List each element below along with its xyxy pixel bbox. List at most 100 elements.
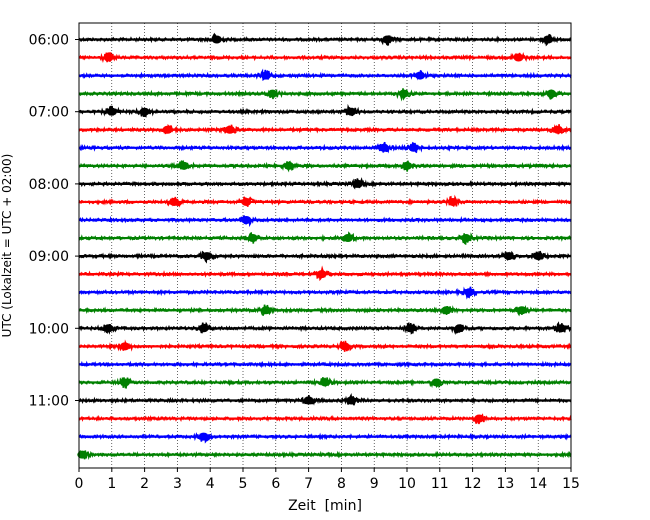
trace-event bbox=[247, 234, 258, 243]
trace-event bbox=[382, 35, 393, 44]
trace-event bbox=[139, 107, 150, 116]
trace-event bbox=[533, 252, 544, 261]
trace-row bbox=[78, 286, 572, 300]
y-tick-label: 10:00 bbox=[29, 321, 69, 337]
trace-event bbox=[516, 306, 527, 315]
trace-event bbox=[119, 378, 130, 387]
trace-event bbox=[241, 216, 252, 224]
x-tick-label: 5 bbox=[239, 476, 248, 492]
trace-row bbox=[78, 377, 572, 389]
trace-event bbox=[178, 161, 189, 170]
trace-row bbox=[78, 321, 572, 336]
trace-row bbox=[78, 123, 572, 135]
trace-row bbox=[78, 141, 572, 154]
x-axis-title: Zeit [min] bbox=[288, 498, 362, 514]
x-tick-label: 8 bbox=[337, 476, 346, 492]
trace-row bbox=[78, 393, 572, 406]
x-axis-ticks: 0 1 2 3 4 5 6 7 8 9 10 11 12 13 14 15 bbox=[75, 468, 580, 492]
trace-row bbox=[78, 413, 572, 425]
y-axis-title: UTC (Lokalzeit = UTC + 02:00) bbox=[0, 154, 14, 338]
y-tick-label: 08:00 bbox=[29, 177, 69, 193]
trace-event bbox=[543, 35, 554, 44]
trace-event bbox=[431, 378, 442, 387]
trace-event bbox=[320, 378, 330, 387]
trace-event bbox=[415, 71, 426, 80]
x-tick-label: 6 bbox=[271, 476, 280, 492]
trace-row bbox=[78, 32, 572, 47]
traces bbox=[77, 32, 572, 461]
trace-event bbox=[464, 288, 475, 297]
trace-event bbox=[513, 53, 524, 62]
y-tick-label: 07:00 bbox=[29, 105, 69, 121]
trace-row bbox=[78, 304, 572, 317]
x-tick-label: 3 bbox=[173, 476, 182, 492]
trace-event bbox=[198, 432, 209, 441]
trace-event bbox=[267, 89, 278, 98]
trace-row bbox=[77, 449, 572, 461]
trace-event bbox=[402, 161, 412, 170]
trace-event bbox=[316, 270, 327, 279]
trace-event bbox=[198, 324, 209, 333]
trace-row bbox=[78, 215, 572, 228]
x-tick-label: 15 bbox=[562, 476, 580, 492]
x-tick-label: 1 bbox=[107, 476, 116, 492]
trace-event bbox=[339, 342, 350, 351]
x-tick-label: 14 bbox=[529, 476, 547, 492]
x-gridlines bbox=[111, 23, 539, 468]
trace-event bbox=[241, 197, 252, 206]
x-tick-label: 11 bbox=[431, 476, 449, 492]
trace-event bbox=[346, 396, 357, 405]
x-tick-label: 4 bbox=[206, 476, 215, 492]
y-tick-label: 06:00 bbox=[29, 33, 69, 49]
trace-event bbox=[454, 324, 465, 333]
trace-event bbox=[342, 234, 353, 243]
trace-event bbox=[260, 306, 271, 315]
trace-event bbox=[408, 143, 419, 152]
trace-event bbox=[346, 107, 357, 116]
trace-event bbox=[546, 89, 557, 98]
trace-event bbox=[211, 35, 222, 44]
trace-row bbox=[78, 103, 572, 118]
x-tick-label: 10 bbox=[398, 476, 416, 492]
trace-event bbox=[260, 71, 271, 80]
trace-event bbox=[379, 143, 390, 152]
trace-event bbox=[552, 125, 563, 134]
trace-event bbox=[162, 125, 173, 134]
trace-event bbox=[169, 197, 180, 206]
trace-row bbox=[78, 432, 572, 444]
trace-event bbox=[283, 161, 294, 170]
trace-row bbox=[78, 159, 572, 173]
trace-row bbox=[78, 88, 572, 102]
trace-event bbox=[447, 197, 458, 206]
trace-row bbox=[78, 231, 572, 246]
trace-row bbox=[78, 339, 572, 352]
trace-row bbox=[78, 250, 572, 264]
trace-event bbox=[119, 342, 130, 351]
x-tick-label: 7 bbox=[304, 476, 313, 492]
trace-row bbox=[78, 177, 572, 190]
trace-event bbox=[77, 450, 88, 459]
x-tick-label: 2 bbox=[140, 476, 149, 492]
trace-row bbox=[78, 52, 572, 64]
trace-row bbox=[78, 360, 572, 369]
trace-event bbox=[398, 89, 409, 98]
trace-event bbox=[352, 179, 363, 188]
trace-event bbox=[103, 53, 114, 62]
trace-event bbox=[474, 414, 485, 423]
trace-row bbox=[78, 265, 572, 282]
trace-event bbox=[103, 324, 114, 333]
trace-event bbox=[556, 324, 567, 333]
trace-event bbox=[106, 107, 117, 116]
x-tick-label: 0 bbox=[75, 476, 84, 492]
y-tick-label: 11:00 bbox=[29, 394, 69, 410]
y-axis-ticks: 06:00 07:00 08:00 09:00 10:00 11:00 bbox=[29, 33, 79, 410]
trace-event bbox=[461, 234, 472, 243]
trace-event bbox=[224, 125, 235, 134]
x-tick-label: 12 bbox=[464, 476, 482, 492]
trace-event bbox=[503, 252, 514, 261]
trace-event bbox=[303, 396, 314, 405]
trace-row bbox=[78, 194, 572, 208]
trace-row bbox=[78, 68, 572, 82]
trace-event bbox=[441, 306, 452, 315]
